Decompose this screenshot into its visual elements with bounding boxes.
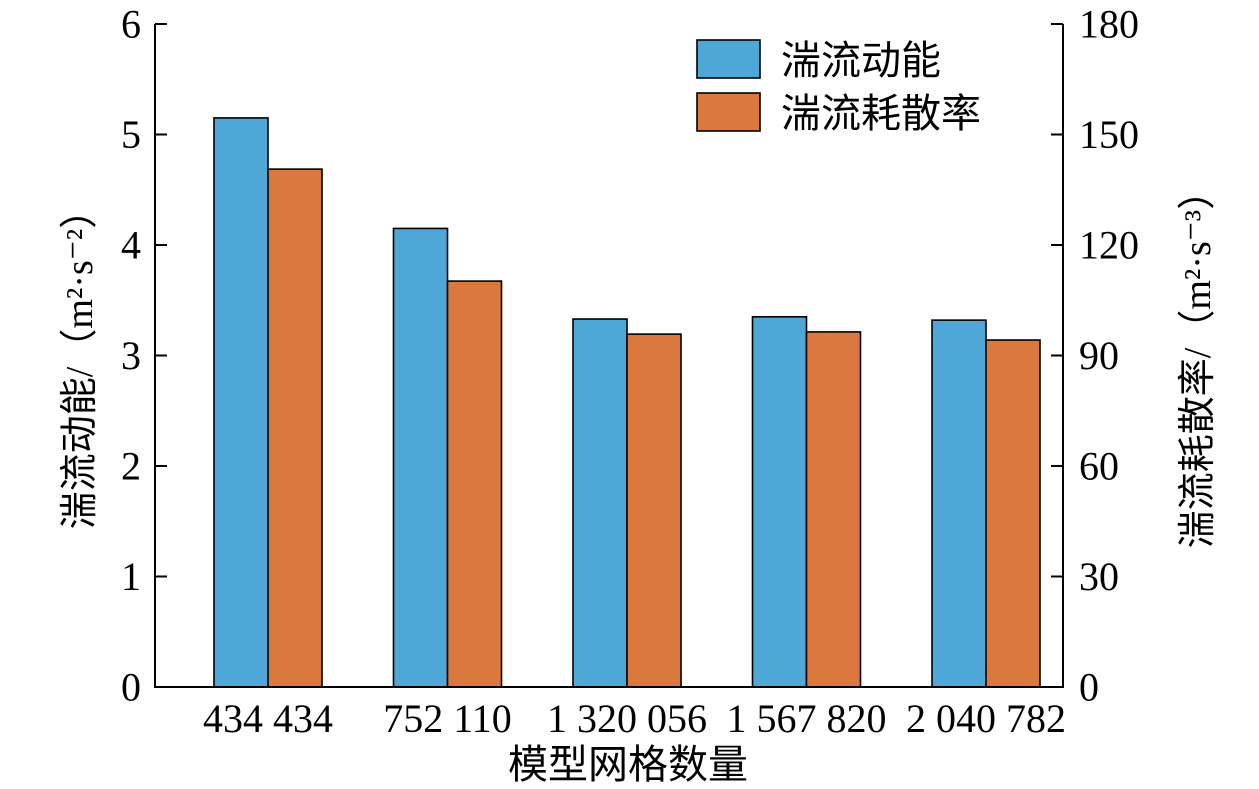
left-y-tick-label: 4 [121, 223, 141, 268]
left-y-axis-title: 湍流动能/（m²·s⁻²） [59, 191, 101, 529]
bar-dissipation-rate-1 [267, 168, 323, 688]
x-tick-label: 2 040 782 [906, 696, 1066, 741]
legend-label-kinetic-energy: 湍流动能 [781, 38, 941, 83]
right-y-tick-label: 120 [1079, 223, 1139, 268]
right-y-tick-label: 90 [1079, 333, 1119, 378]
x-axis-title: 模型网格数量 [508, 742, 748, 787]
legend-item-dissipation-rate: 湍流耗散率 [696, 91, 981, 136]
right-y-tick-label: 150 [1079, 112, 1139, 157]
left-y-tick-label: 3 [121, 333, 141, 378]
x-tick-label: 1 567 820 [727, 696, 887, 741]
right-y-tick-label: 30 [1079, 554, 1119, 599]
legend-label-dissipation-rate: 湍流耗散率 [781, 91, 981, 136]
left-y-ticks: 0 1 2 3 4 5 6 [121, 2, 167, 710]
bar-kinetic-energy-3 [572, 318, 628, 688]
left-y-tick-label: 2 [121, 444, 141, 489]
legend: 湍流动能 湍流耗散率 [696, 38, 981, 136]
x-tick-label: 1 320 056 [547, 696, 707, 741]
right-y-tick-label: 0 [1079, 665, 1099, 710]
bar-kinetic-energy-2 [392, 227, 449, 688]
left-y-tick-label: 6 [121, 2, 141, 47]
x-tick-label: 752 110 [383, 696, 512, 741]
legend-swatch-kinetic-energy [696, 39, 761, 79]
right-y-ticks: 0 30 60 90 120 150 180 [1051, 2, 1139, 710]
bar-dissipation-rate-3 [626, 333, 682, 688]
legend-swatch-dissipation-rate [696, 92, 761, 132]
bar-dissipation-rate-4 [805, 331, 862, 688]
left-y-tick-label: 0 [121, 665, 141, 710]
left-y-tick-label: 1 [121, 554, 141, 599]
x-tick-label: 434 434 [203, 696, 333, 741]
legend-item-kinetic-energy: 湍流动能 [696, 38, 941, 83]
x-tick-labels: 434 434 752 110 1 320 056 1 567 820 2 040 78… [203, 696, 1066, 741]
bar-kinetic-energy-4 [751, 316, 808, 688]
bar-kinetic-energy-1 [213, 117, 269, 688]
bars [213, 117, 1041, 688]
left-y-tick-label: 5 [121, 112, 141, 157]
right-y-axis-title: 湍流耗散率/（m²·s⁻³） [1177, 172, 1219, 548]
bar-dissipation-rate-5 [985, 339, 1041, 688]
bar-kinetic-energy-5 [931, 319, 987, 688]
bar-dissipation-rate-2 [446, 280, 503, 688]
right-y-tick-label: 60 [1079, 444, 1119, 489]
right-y-tick-label: 180 [1079, 2, 1139, 47]
